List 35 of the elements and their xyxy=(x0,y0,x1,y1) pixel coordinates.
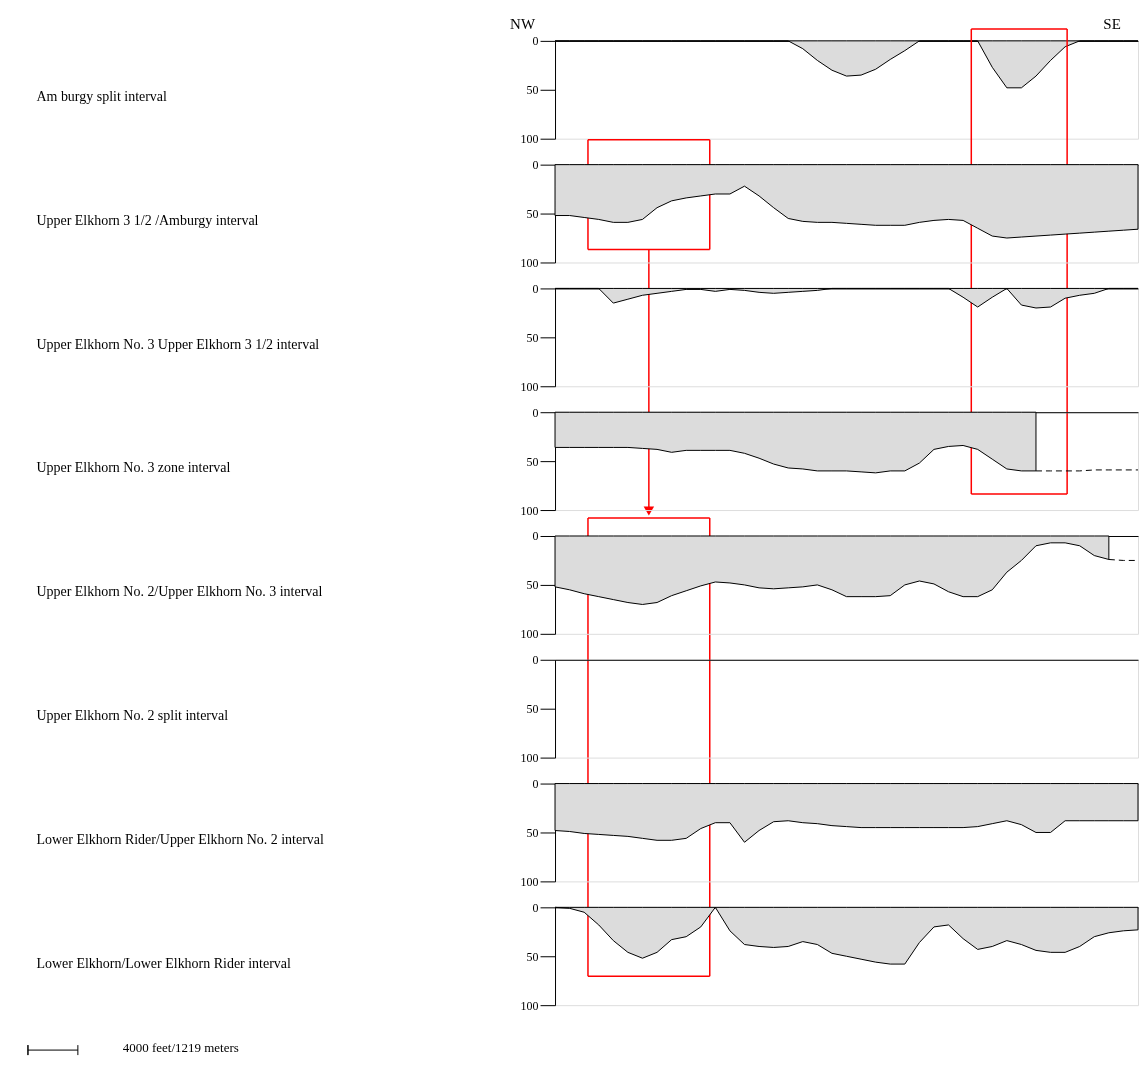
y-axis-title: Upper Elkhorn No. 3 zone interval xyxy=(36,460,231,476)
y-tick-label: 50 xyxy=(526,702,539,717)
y-tick-label: 100 xyxy=(520,998,539,1013)
y-tick-label: 0 xyxy=(532,777,539,792)
y-tick-label: 100 xyxy=(520,132,539,147)
y-axis-title: Upper Elkhorn 3 1/2 /Amburgy interval xyxy=(36,212,259,228)
y-tick-label: 100 xyxy=(520,379,539,394)
text: SE xyxy=(1103,15,1121,32)
y-axis-title: Upper Elkhorn No. 2/Upper Elkhorn No. 3 interval xyxy=(36,584,323,600)
y-tick-label: 0 xyxy=(532,405,539,420)
y-axis-title: Lower Elkhorn/Lower Elkhorn Rider interval xyxy=(36,955,292,971)
y-tick-label: 100 xyxy=(520,503,539,518)
y-tick-label: 50 xyxy=(526,825,539,840)
y-axis-title: Lower Elkhorn Rider/Upper Elkhorn No. 2 interval xyxy=(36,831,325,847)
y-tick-label: 50 xyxy=(526,330,539,345)
y-tick-label: 0 xyxy=(532,158,539,173)
y-tick-label: 50 xyxy=(526,949,539,964)
y-tick-label: 0 xyxy=(532,529,539,544)
y-tick-label: 100 xyxy=(520,751,539,766)
y-axis-title: Upper Elkhorn No. 2 split interval xyxy=(36,708,229,724)
y-tick-label: 0 xyxy=(532,900,539,915)
y-axis-title: Am burgy split interval xyxy=(36,89,168,105)
y-axis-title: Upper Elkhorn No. 3 Upper Elkhorn 3 1/2 interval xyxy=(36,336,320,352)
text: 4000 feet/1219 meters xyxy=(122,1040,239,1056)
text: NW xyxy=(510,15,536,32)
y-tick-label: 50 xyxy=(526,578,539,593)
y-tick-label: 50 xyxy=(526,83,539,98)
y-tick-label: 100 xyxy=(520,874,539,889)
y-tick-label: 50 xyxy=(526,207,539,222)
y-tick-label: 0 xyxy=(532,34,539,49)
y-tick-label: 50 xyxy=(526,454,539,469)
y-tick-label: 0 xyxy=(532,653,539,668)
y-tick-label: 100 xyxy=(520,627,539,642)
y-tick-label: 100 xyxy=(520,255,539,270)
y-tick-label: 0 xyxy=(532,281,539,296)
